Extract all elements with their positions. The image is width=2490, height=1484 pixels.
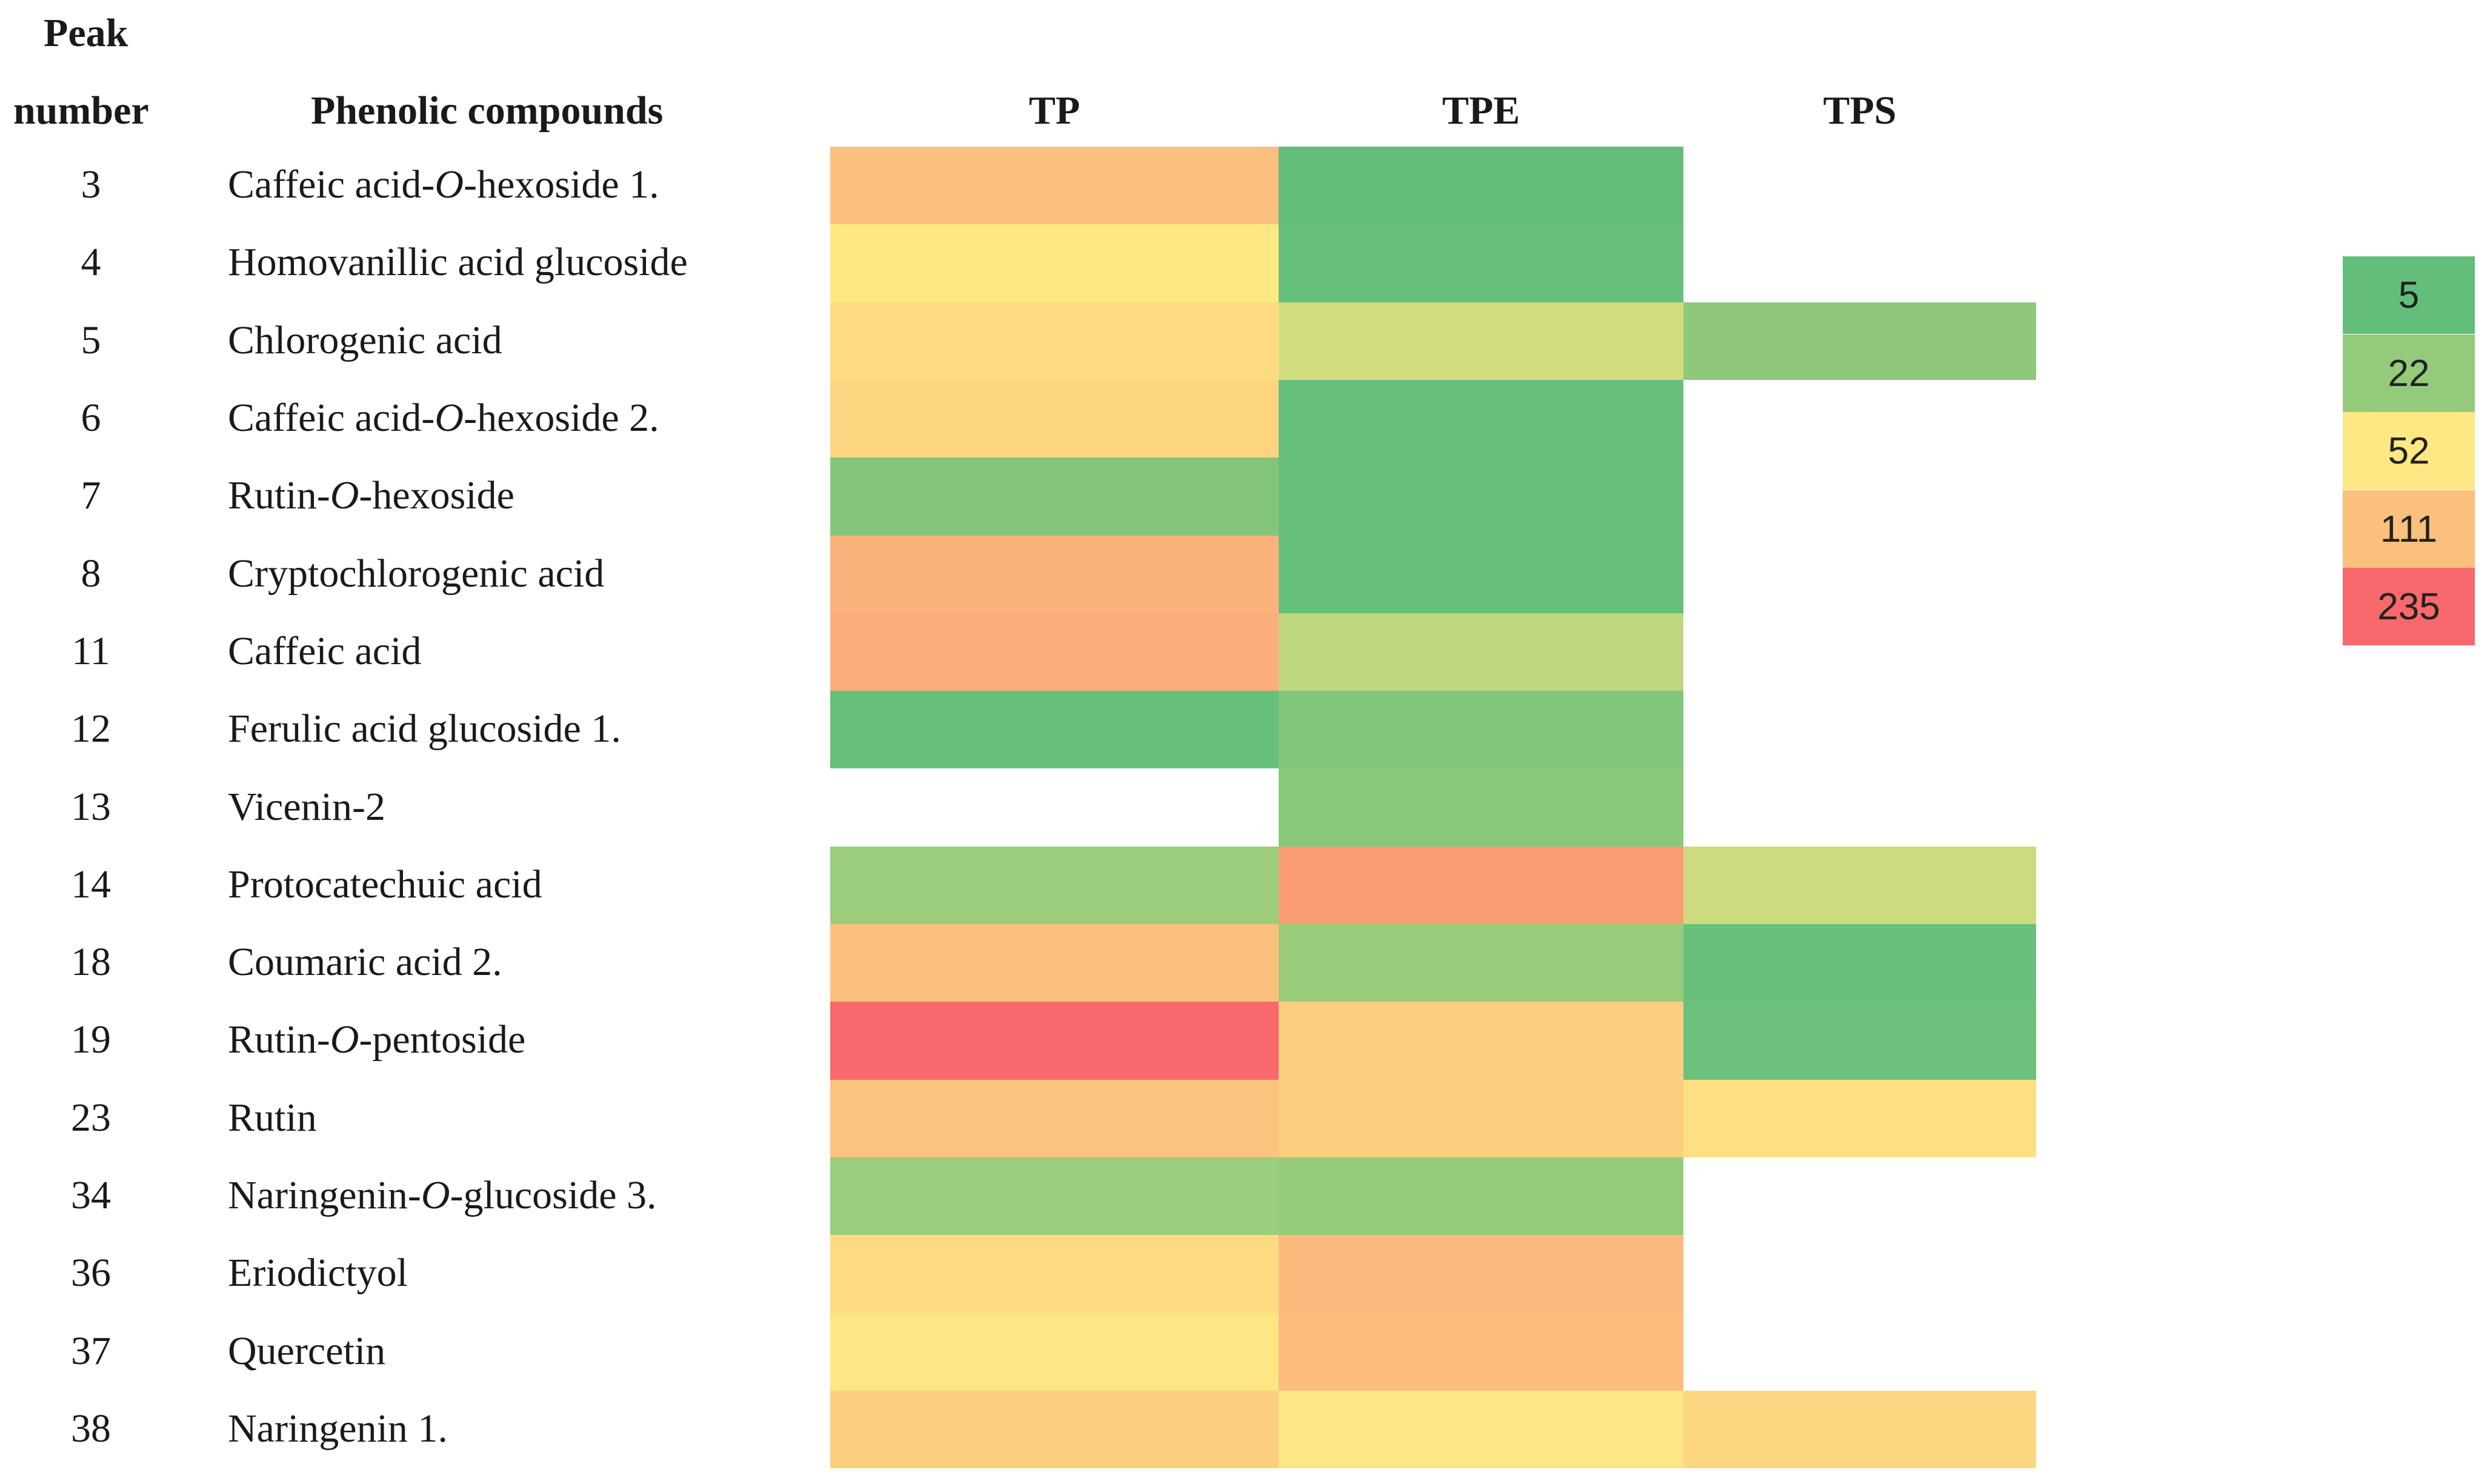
- compound-name: Rutin-O-hexoside: [228, 473, 514, 517]
- heatmap-cell-tp: [830, 613, 1279, 691]
- peak-number: 34: [71, 1173, 111, 1217]
- heatmap-cell-tp: [830, 1313, 1279, 1391]
- heatmap-cell-tp: [830, 1080, 1279, 1157]
- legend-swatch: 52: [2343, 412, 2475, 490]
- heatmap-cell-tps: [1683, 1002, 2036, 1080]
- column-header-tp: TP: [1028, 88, 1080, 133]
- peak-number: 23: [71, 1096, 111, 1140]
- peak-number: 14: [71, 862, 111, 907]
- compound-name: Naringenin 1.: [228, 1406, 448, 1451]
- heatmap-cell-tpe: [1279, 536, 1683, 613]
- legend-swatch: 235: [2343, 568, 2475, 645]
- peak-header-line1: Peak: [44, 11, 128, 55]
- peak-number: 3: [81, 162, 101, 207]
- heatmap-cell-tpe: [1279, 147, 1683, 224]
- compound-name: Caffeic acid-O-hexoside 1.: [228, 162, 659, 207]
- compound-name: Cryptochlorogenic acid: [228, 551, 605, 596]
- heatmap-cell-tp: [830, 302, 1279, 380]
- heatmap-cell-tp: [830, 924, 1279, 1002]
- compound-name: Naringenin-O-glucoside 3.: [228, 1173, 657, 1217]
- heatmap-cell-tp: [830, 224, 1279, 302]
- peak-number: 12: [71, 707, 111, 751]
- heatmap-cell-tp: [830, 691, 1279, 768]
- peak-header-line2: number: [13, 88, 149, 133]
- heatmap-cell-tpe: [1279, 224, 1683, 302]
- heatmap-cell-tp: [830, 536, 1279, 613]
- peak-number: 11: [72, 629, 110, 673]
- compound-name: Quercetin: [228, 1329, 386, 1373]
- compound-name: Coumaric acid 2.: [228, 940, 502, 984]
- heatmap-cell-tp: [830, 1391, 1279, 1468]
- heatmap-cell-tp: [830, 1157, 1279, 1235]
- heatmap-cell-tpe: [1279, 1080, 1683, 1157]
- compound-name: Ferulic acid glucoside 1.: [228, 707, 621, 751]
- heatmap-cell-tpe: [1279, 613, 1683, 691]
- heatmap-cell-tpe: [1279, 380, 1683, 458]
- heatmap-cell-tpe: [1279, 458, 1683, 536]
- compound-header: Phenolic compounds: [311, 88, 664, 133]
- heatmap-cell-tps: [1683, 847, 2036, 924]
- heatmap-cell-tps: [1683, 1391, 2036, 1468]
- legend-swatch: 5: [2343, 256, 2475, 334]
- compound-name: Vicenin-2: [228, 785, 385, 829]
- heatmap-cell-tp: [830, 147, 1279, 224]
- column-header-tpe: TPE: [1442, 88, 1520, 133]
- compound-name: Protocatechuic acid: [228, 862, 542, 907]
- compound-name: Chlorogenic acid: [228, 318, 502, 362]
- heatmap-cell-tpe: [1279, 924, 1683, 1002]
- compound-name: Eriodictyol: [228, 1251, 408, 1295]
- legend-swatch: 111: [2343, 490, 2475, 568]
- heatmap-cell-tp: [830, 1235, 1279, 1313]
- heatmap-cell-tpe: [1279, 1157, 1683, 1235]
- peak-number: 4: [81, 240, 101, 284]
- column-header-tps: TPS: [1823, 88, 1897, 133]
- heatmap-cell-tp: [830, 380, 1279, 458]
- peak-number: 19: [71, 1017, 111, 1062]
- heatmap-cell-tpe: [1279, 1391, 1683, 1468]
- heatmap-cell-tp: [830, 1002, 1279, 1080]
- heatmap-cell-tpe: [1279, 1313, 1683, 1391]
- heatmap-cell-tpe: [1279, 1235, 1683, 1313]
- peak-number: 8: [81, 551, 101, 596]
- peak-number: 6: [81, 396, 101, 440]
- compound-name: Caffeic acid-O-hexoside 2.: [228, 396, 659, 440]
- heatmap-cell-tp: [830, 847, 1279, 924]
- peak-number: 38: [71, 1406, 111, 1451]
- heatmap-cell-tpe: [1279, 302, 1683, 380]
- compound-name: Rutin-O-pentoside: [228, 1017, 526, 1062]
- legend-swatch: 22: [2343, 334, 2475, 412]
- peak-number: 18: [71, 940, 111, 984]
- heatmap-cell-tp: [830, 458, 1279, 536]
- heatmap-cell-tps: [1683, 924, 2036, 1002]
- peak-number: 37: [71, 1329, 111, 1373]
- heatmap-cell-tps: [1683, 302, 2036, 380]
- compound-name: Homovanillic acid glucoside: [228, 240, 688, 284]
- peak-number: 13: [71, 785, 111, 829]
- peak-number: 36: [71, 1251, 111, 1295]
- heatmap-cell-tpe: [1279, 1002, 1683, 1080]
- compound-name: Caffeic acid: [228, 629, 422, 673]
- peak-number: 7: [81, 473, 101, 517]
- heatmap-cell-tpe: [1279, 768, 1683, 847]
- peak-number: 5: [81, 318, 101, 362]
- heatmap-cell-tpe: [1279, 847, 1683, 924]
- compound-name: Rutin: [228, 1096, 317, 1140]
- heatmap-cell-tpe: [1279, 691, 1683, 768]
- heatmap-cell-tps: [1683, 1080, 2036, 1157]
